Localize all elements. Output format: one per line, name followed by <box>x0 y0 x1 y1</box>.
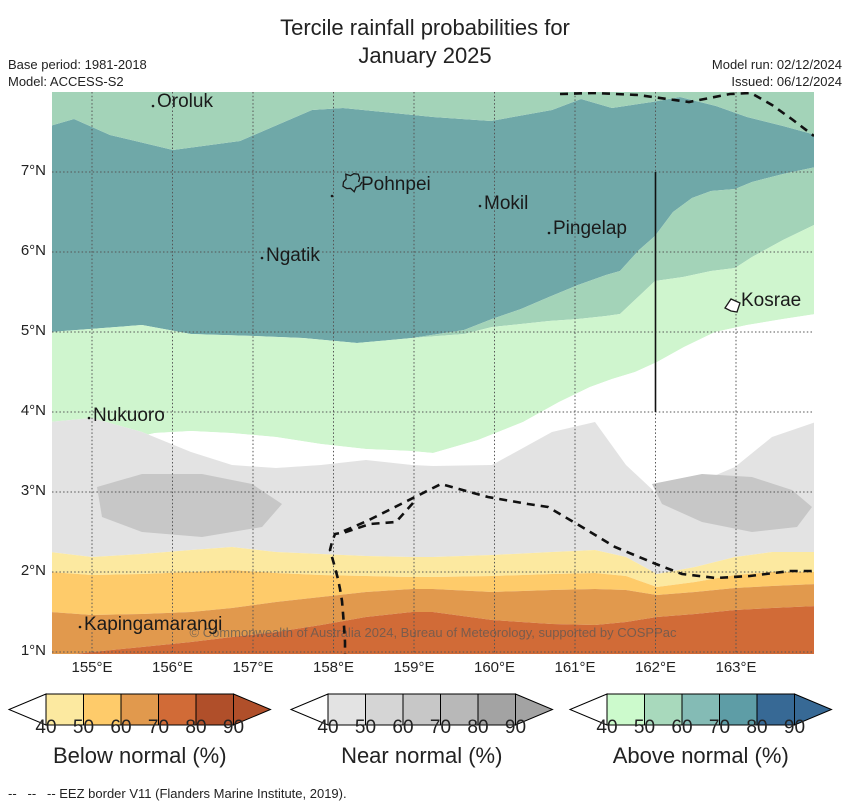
svg-text:© Commonwealth of Australia 20: © Commonwealth of Australia 2024, Bureau… <box>190 625 677 640</box>
